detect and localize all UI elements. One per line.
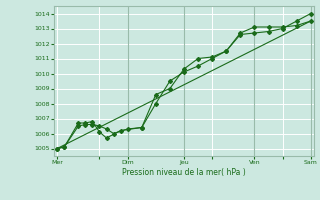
X-axis label: Pression niveau de la mer( hPa ): Pression niveau de la mer( hPa ) xyxy=(122,168,246,177)
